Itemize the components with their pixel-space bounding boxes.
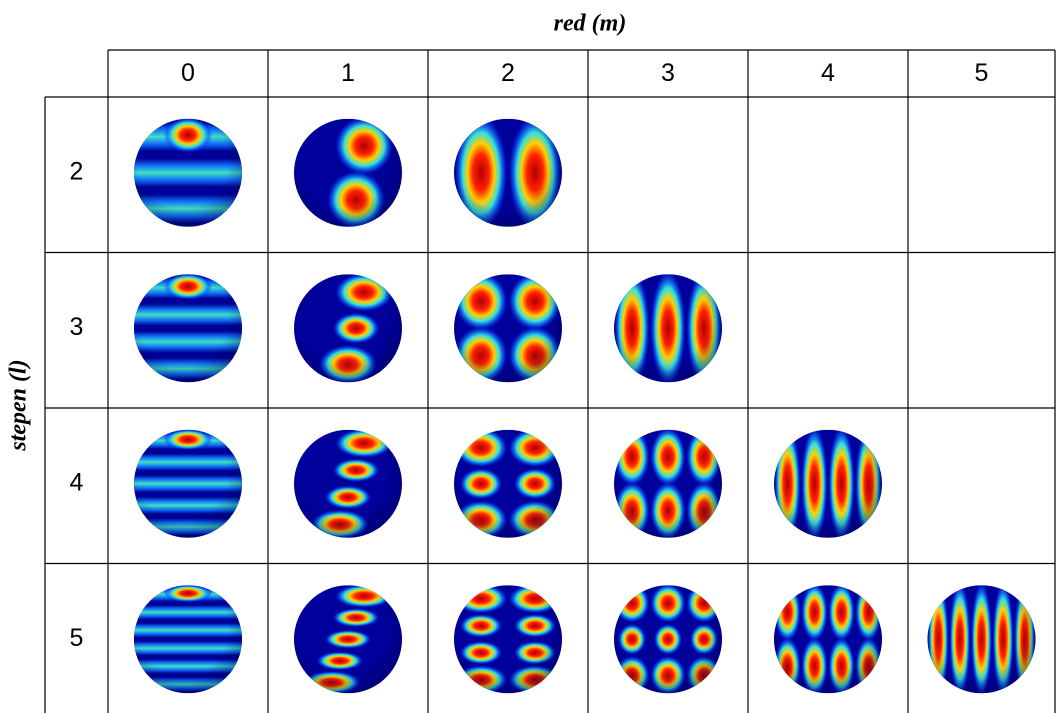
column-header: 3 [661, 59, 675, 87]
row-header: 5 [70, 624, 84, 652]
harmonic-sphere [134, 429, 242, 538]
sphere-shade [614, 429, 722, 538]
sphere-shade [294, 274, 402, 383]
sphere-shade [294, 118, 402, 227]
harmonic-sphere [454, 585, 562, 694]
harmonic-sphere [614, 585, 722, 694]
harmonic-sphere [454, 429, 562, 538]
harmonic-sphere [774, 585, 882, 694]
sphere-shade [134, 118, 242, 227]
harmonic-sphere [927, 585, 1036, 694]
column-header: 0 [181, 59, 195, 87]
row-header: 3 [70, 313, 84, 341]
column-header: 5 [975, 59, 989, 87]
harmonic-sphere [134, 118, 242, 227]
sphere-shade [454, 585, 562, 694]
sphere-shade [614, 585, 722, 694]
column-header: 1 [341, 59, 355, 87]
harmonic-sphere [294, 429, 402, 538]
harmonic-sphere [294, 274, 402, 383]
harmonic-sphere [294, 118, 402, 227]
sphere-shade [454, 429, 562, 538]
row-title: stepen (l) [6, 359, 32, 451]
sphere-shade [134, 274, 242, 383]
row-header: 4 [70, 468, 84, 496]
column-header: 4 [821, 59, 835, 87]
sphere-shade [294, 429, 402, 538]
harmonic-sphere [614, 274, 722, 383]
sphere-shade [134, 429, 242, 538]
column-header: 2 [501, 59, 515, 87]
row-header: 2 [70, 157, 84, 185]
sphere-shade [774, 585, 882, 694]
sphere-shade [134, 585, 242, 694]
sphere-shade [294, 585, 402, 694]
harmonic-sphere [454, 274, 562, 383]
harmonic-sphere [774, 429, 882, 538]
sphere-shade [454, 274, 562, 383]
sphere-shade [454, 118, 562, 227]
harmonic-sphere [134, 274, 242, 383]
harmonic-sphere [454, 118, 562, 227]
harmonic-sphere [614, 429, 722, 538]
column-title: red (m) [554, 11, 627, 37]
harmonic-sphere [134, 585, 242, 694]
harmonic-sphere [294, 585, 402, 694]
sphere-shade [774, 429, 882, 538]
sphere-shade [927, 585, 1036, 694]
sphere-shade [614, 274, 722, 383]
